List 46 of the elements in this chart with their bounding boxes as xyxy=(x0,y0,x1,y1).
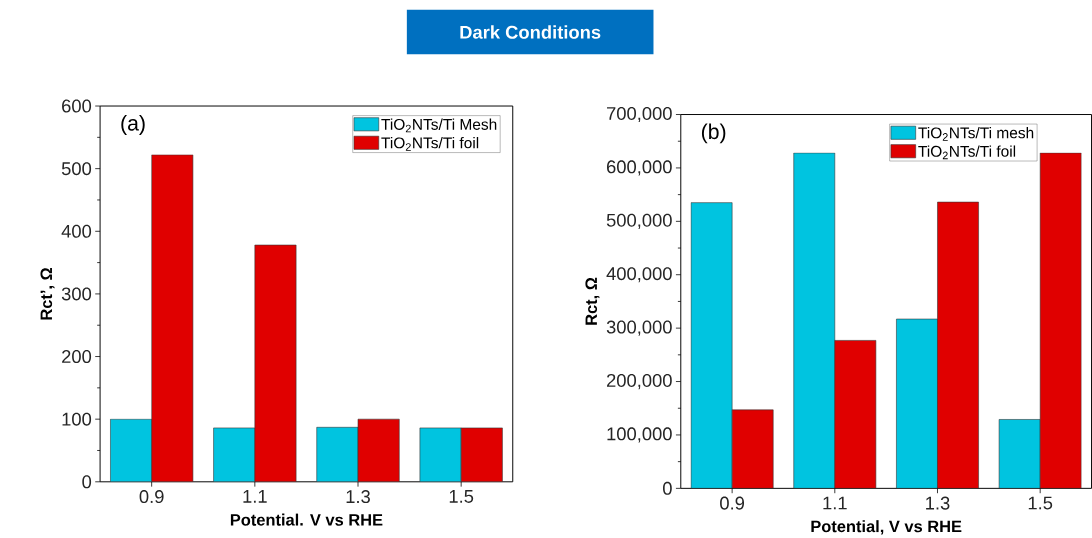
y-tick-label: 100,000 xyxy=(607,427,672,443)
x-tick-label: 0.9 xyxy=(139,490,164,504)
x-tick-label: 1.3 xyxy=(346,490,370,504)
annotation: (a) xyxy=(121,115,145,135)
y-tick-label: 200 xyxy=(62,350,92,364)
y-tick-label: 200,000 xyxy=(607,374,672,390)
bar xyxy=(460,427,503,482)
annotation: (b) xyxy=(701,123,726,144)
y-tick-label: 0 xyxy=(663,481,672,495)
bar xyxy=(358,419,400,482)
x-tick-label: 1.5 xyxy=(449,490,474,503)
bar xyxy=(834,340,877,489)
y-tick-label: 300,000 xyxy=(606,320,672,336)
x-axis-title: Potential. V vs RHE xyxy=(230,513,383,526)
x-tick-label: 1.1 xyxy=(823,496,847,510)
x-tick-label: 0.9 xyxy=(720,496,745,510)
bar xyxy=(937,201,979,489)
y-tick-label: 300 xyxy=(61,287,92,301)
y-axis-title: Rct, Ω xyxy=(585,277,600,325)
bar xyxy=(110,419,152,482)
y-tick-label: 400 xyxy=(61,224,92,238)
y-tick-label: 500,000 xyxy=(606,213,672,229)
bar xyxy=(1039,152,1082,489)
y-tick-label: 500 xyxy=(61,162,92,176)
bar xyxy=(419,427,462,482)
y-axis-title: Rct’, Ω xyxy=(40,267,55,320)
bar xyxy=(151,154,193,482)
y-tick-label: 0 xyxy=(82,475,92,489)
y-tick-label: 400,000 xyxy=(606,267,672,283)
bar xyxy=(213,428,255,482)
y-tick-label: 100 xyxy=(62,412,92,426)
bar xyxy=(316,427,358,482)
legend-label: TiO$_{2}$NTs/Ti foil xyxy=(381,137,479,151)
legend-label: TiO$_{2}$NTs/Ti Mesh xyxy=(381,118,497,133)
legend-label: TiO$_{2}$NTs/Ti foil xyxy=(918,145,1016,160)
x-axis-title: Potential, V vs RHE xyxy=(811,520,962,535)
y-tick-label: 700,000 xyxy=(607,107,672,123)
x-tick-label: 1.1 xyxy=(243,490,267,503)
chart-title: Dark Conditions xyxy=(460,25,601,39)
bar xyxy=(254,245,297,482)
x-tick-label: 1.5 xyxy=(1028,496,1053,510)
legend-label: TiO$_{2}$NTs/Ti mesh xyxy=(918,127,1034,141)
x-tick-label: 1.3 xyxy=(926,496,950,510)
bar xyxy=(731,409,774,489)
y-tick-label: 600 xyxy=(62,99,92,113)
y-tick-label: 600,000 xyxy=(607,160,672,176)
